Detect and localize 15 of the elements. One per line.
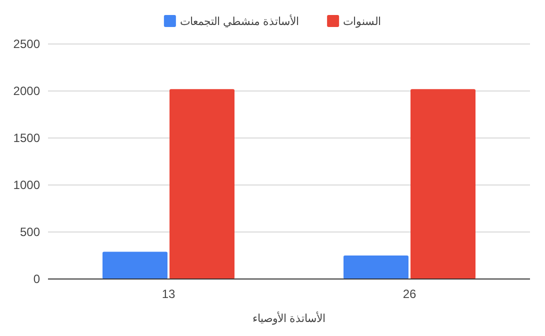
y-tick-label: 0 xyxy=(33,272,40,286)
bar xyxy=(102,252,168,279)
y-tick-label: 2000 xyxy=(13,84,40,98)
legend-label: السنوات xyxy=(343,16,382,28)
bar xyxy=(344,256,408,279)
x-tick-label: 26 xyxy=(402,287,416,301)
bar xyxy=(410,89,476,279)
y-tick-label: 2500 xyxy=(13,37,40,51)
y-tick-label: 1500 xyxy=(13,131,40,145)
legend-label: الأساتذة منشطي التجمعات xyxy=(180,14,300,28)
x-axis-title: الأساتذة الأوصياء xyxy=(252,311,326,325)
y-tick-label: 1000 xyxy=(13,178,40,192)
x-tick-label: 13 xyxy=(162,287,176,301)
bar xyxy=(170,89,234,279)
y-tick-label: 500 xyxy=(20,225,40,239)
